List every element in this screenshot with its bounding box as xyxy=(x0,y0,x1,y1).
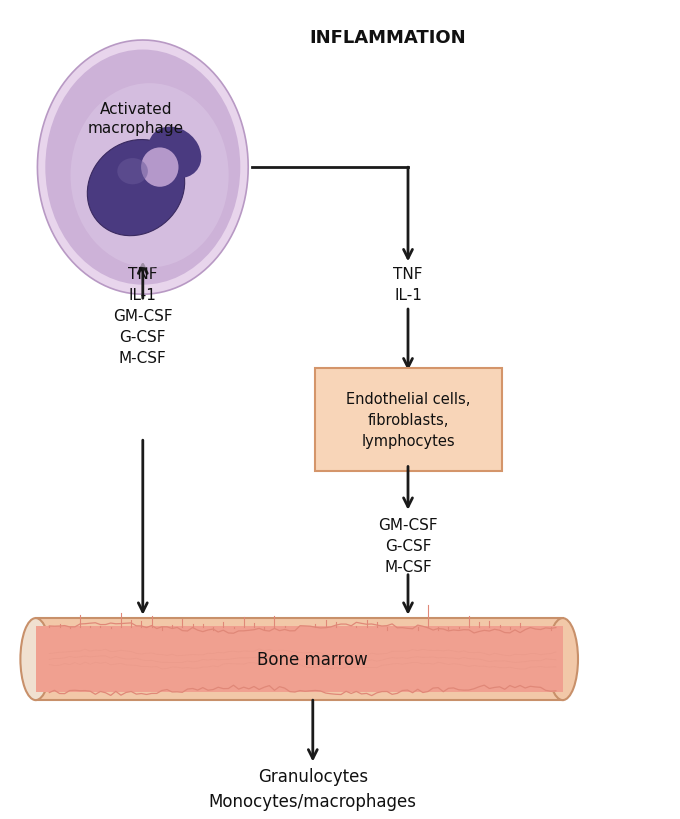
Ellipse shape xyxy=(148,128,201,179)
Polygon shape xyxy=(36,627,563,692)
Text: Activated
macrophage: Activated macrophage xyxy=(88,102,184,136)
Polygon shape xyxy=(36,618,563,700)
Text: Endothelial cells,
fibroblasts,
lymphocytes: Endothelial cells, fibroblasts, lymphocy… xyxy=(346,391,470,448)
Text: GM-CSF
G-CSF
M-CSF: GM-CSF G-CSF M-CSF xyxy=(378,518,438,575)
Text: INFLAMMATION: INFLAMMATION xyxy=(309,29,466,47)
Ellipse shape xyxy=(547,618,578,700)
Ellipse shape xyxy=(20,618,51,700)
Ellipse shape xyxy=(71,84,228,268)
Ellipse shape xyxy=(46,51,240,285)
Text: Bone marrow: Bone marrow xyxy=(258,650,368,668)
Ellipse shape xyxy=(141,148,178,188)
FancyBboxPatch shape xyxy=(314,369,502,471)
Ellipse shape xyxy=(87,140,185,237)
Polygon shape xyxy=(37,41,248,295)
Ellipse shape xyxy=(117,159,148,185)
Text: TNF
IL-1: TNF IL-1 xyxy=(393,267,423,303)
Text: TNF
IL-1
GM-CSF
G-CSF
M-CSF: TNF IL-1 GM-CSF G-CSF M-CSF xyxy=(113,267,173,366)
Text: Granulocytes
Monocytes/macrophages: Granulocytes Monocytes/macrophages xyxy=(209,767,417,809)
